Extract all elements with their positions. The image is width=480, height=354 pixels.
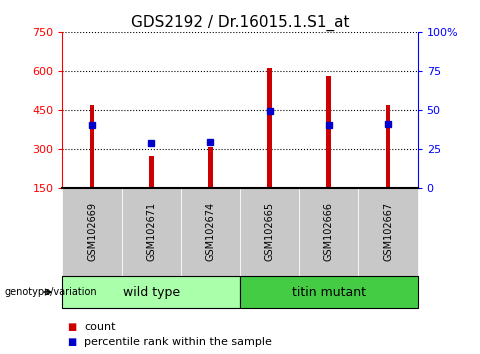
Text: GSM102666: GSM102666 <box>324 202 334 261</box>
Text: GSM102665: GSM102665 <box>264 202 275 262</box>
Bar <box>208 147 213 188</box>
Text: GSM102667: GSM102667 <box>383 202 393 262</box>
Bar <box>149 156 154 188</box>
Bar <box>326 76 331 188</box>
Text: titin mutant: titin mutant <box>292 286 366 298</box>
Text: wild type: wild type <box>122 286 180 298</box>
Bar <box>267 68 272 188</box>
Text: percentile rank within the sample: percentile rank within the sample <box>84 337 272 347</box>
Bar <box>385 104 390 188</box>
Text: GSM102669: GSM102669 <box>87 202 97 261</box>
Title: GDS2192 / Dr.16015.1.S1_at: GDS2192 / Dr.16015.1.S1_at <box>131 14 349 30</box>
Text: genotype/variation: genotype/variation <box>5 287 97 297</box>
Bar <box>90 104 95 188</box>
Text: count: count <box>84 322 116 332</box>
Text: GSM102671: GSM102671 <box>146 202 156 262</box>
Text: ■: ■ <box>67 337 76 347</box>
Text: ■: ■ <box>67 322 76 332</box>
Text: GSM102674: GSM102674 <box>205 202 216 262</box>
